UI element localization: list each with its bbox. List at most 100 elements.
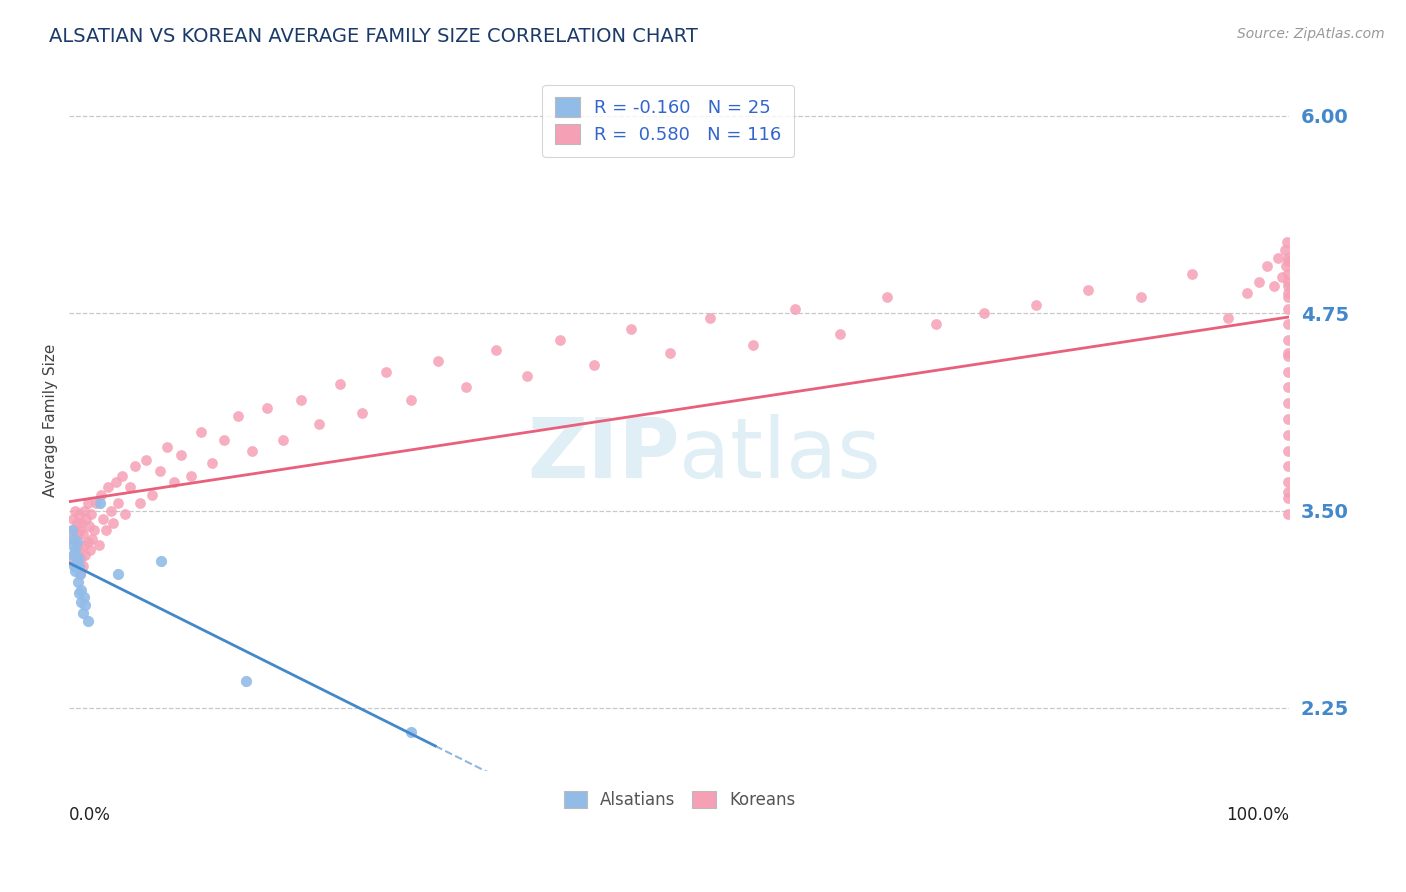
Point: [73, 591, 96, 605]
Point: [271, 433, 294, 447]
Point: [72, 558, 94, 573]
Text: 100.0%: 100.0%: [1226, 806, 1289, 824]
Point: [1277, 459, 1299, 474]
Point: [741, 338, 763, 352]
Point: [235, 674, 257, 689]
Text: atlas: atlas: [679, 415, 882, 495]
Point: [120, 480, 142, 494]
Point: [163, 475, 186, 490]
Text: 0.0%: 0.0%: [69, 806, 111, 824]
Legend: Alsatians, Koreans: Alsatians, Koreans: [557, 784, 801, 815]
Point: [65, 516, 87, 531]
Point: [1277, 254, 1299, 268]
Point: [1181, 267, 1204, 281]
Point: [170, 448, 193, 462]
Point: [75, 599, 97, 613]
Point: [876, 290, 898, 304]
Point: [97, 480, 120, 494]
Point: [212, 433, 235, 447]
Point: [72, 527, 94, 541]
Point: [1236, 285, 1258, 300]
Point: [1277, 491, 1299, 505]
Point: [65, 538, 87, 552]
Point: [73, 503, 96, 517]
Point: [1277, 475, 1299, 490]
Point: [240, 443, 263, 458]
Point: [1277, 279, 1299, 293]
Point: [94, 523, 117, 537]
Point: [830, 326, 852, 341]
Point: [100, 503, 122, 517]
Point: [60, 523, 83, 537]
Text: Source: ZipAtlas.com: Source: ZipAtlas.com: [1237, 27, 1385, 41]
Point: [66, 554, 89, 568]
Point: [1256, 259, 1278, 273]
Point: [190, 425, 212, 439]
Point: [129, 496, 152, 510]
Point: [485, 343, 508, 357]
Point: [1277, 443, 1299, 458]
Point: [1277, 507, 1299, 521]
Point: [93, 511, 115, 525]
Point: [60, 532, 83, 546]
Point: [62, 548, 84, 562]
Point: [62, 538, 84, 552]
Point: [973, 306, 995, 320]
Point: [1275, 235, 1298, 250]
Point: [1077, 283, 1099, 297]
Point: [89, 496, 111, 510]
Point: [65, 564, 87, 578]
Point: [375, 365, 398, 379]
Point: [1277, 251, 1299, 265]
Point: [90, 488, 112, 502]
Point: [308, 417, 330, 431]
Point: [66, 574, 89, 589]
Point: [399, 724, 422, 739]
Point: [1263, 279, 1285, 293]
Point: [1025, 298, 1047, 312]
Text: ZIP: ZIP: [527, 415, 679, 495]
Point: [290, 393, 312, 408]
Point: [785, 301, 807, 316]
Point: [201, 456, 224, 470]
Point: [67, 585, 90, 599]
Point: [80, 507, 103, 521]
Point: [87, 538, 110, 552]
Point: [924, 318, 946, 332]
Point: [70, 595, 93, 609]
Point: [66, 527, 89, 541]
Point: [329, 377, 352, 392]
Y-axis label: Average Family Size: Average Family Size: [44, 343, 58, 497]
Point: [156, 441, 179, 455]
Point: [1277, 365, 1299, 379]
Point: [77, 519, 100, 533]
Point: [70, 551, 93, 566]
Point: [76, 614, 98, 628]
Point: [65, 503, 87, 517]
Point: [65, 554, 87, 568]
Point: [107, 566, 129, 581]
Point: [83, 523, 105, 537]
Point: [76, 496, 98, 510]
Text: ALSATIAN VS KOREAN AVERAGE FAMILY SIZE CORRELATION CHART: ALSATIAN VS KOREAN AVERAGE FAMILY SIZE C…: [49, 27, 699, 45]
Point: [66, 551, 89, 566]
Point: [226, 409, 249, 423]
Point: [67, 507, 90, 521]
Point: [65, 535, 87, 549]
Point: [73, 538, 96, 552]
Point: [1277, 301, 1299, 316]
Point: [352, 406, 374, 420]
Point: [76, 535, 98, 549]
Point: [69, 523, 91, 537]
Point: [1277, 484, 1299, 499]
Point: [1267, 251, 1289, 265]
Point: [619, 322, 641, 336]
Point: [135, 453, 157, 467]
Point: [1277, 333, 1299, 347]
Point: [1277, 380, 1299, 394]
Point: [65, 543, 87, 558]
Point: [79, 543, 101, 558]
Point: [111, 468, 134, 483]
Point: [67, 543, 90, 558]
Point: [1277, 427, 1299, 442]
